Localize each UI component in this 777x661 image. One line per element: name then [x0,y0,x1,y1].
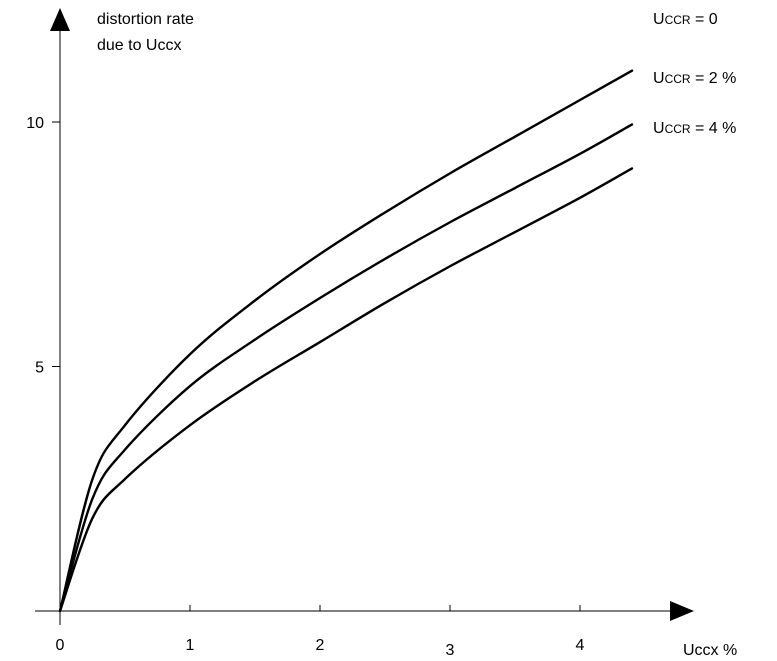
x-tick-label: 2 [316,637,325,654]
x-tick-label: 1 [186,637,195,654]
series-layer [58,69,634,613]
series-line [58,167,634,613]
series-label: UCCR = 4 % [653,120,736,137]
series-line [58,69,634,613]
series-label: UCCR = 0 [653,11,718,28]
y-axis-title-line-1: distortion rate [97,11,194,28]
x-tick-label: 4 [576,637,585,654]
y-axis-arrow-icon [50,8,70,31]
series-labels-layer: UCCR = 0 UCCR = 2 % UCCR = 4 % [653,11,736,137]
x-axis-title: Uccx % [683,642,737,659]
x-tick-label: 0 [56,637,65,654]
series-label: UCCR = 2 % [653,70,736,87]
ticks-layer: 0 1 2 3 4 5 10 [26,115,584,659]
series-line [58,123,634,613]
x-tick-label: 3 [446,642,455,659]
y-tick-label: 5 [35,360,44,377]
y-axis-title-line-2: due to Uccx [97,37,181,54]
x-axis-arrow-icon [670,601,694,621]
y-tick-label: 10 [26,115,44,132]
